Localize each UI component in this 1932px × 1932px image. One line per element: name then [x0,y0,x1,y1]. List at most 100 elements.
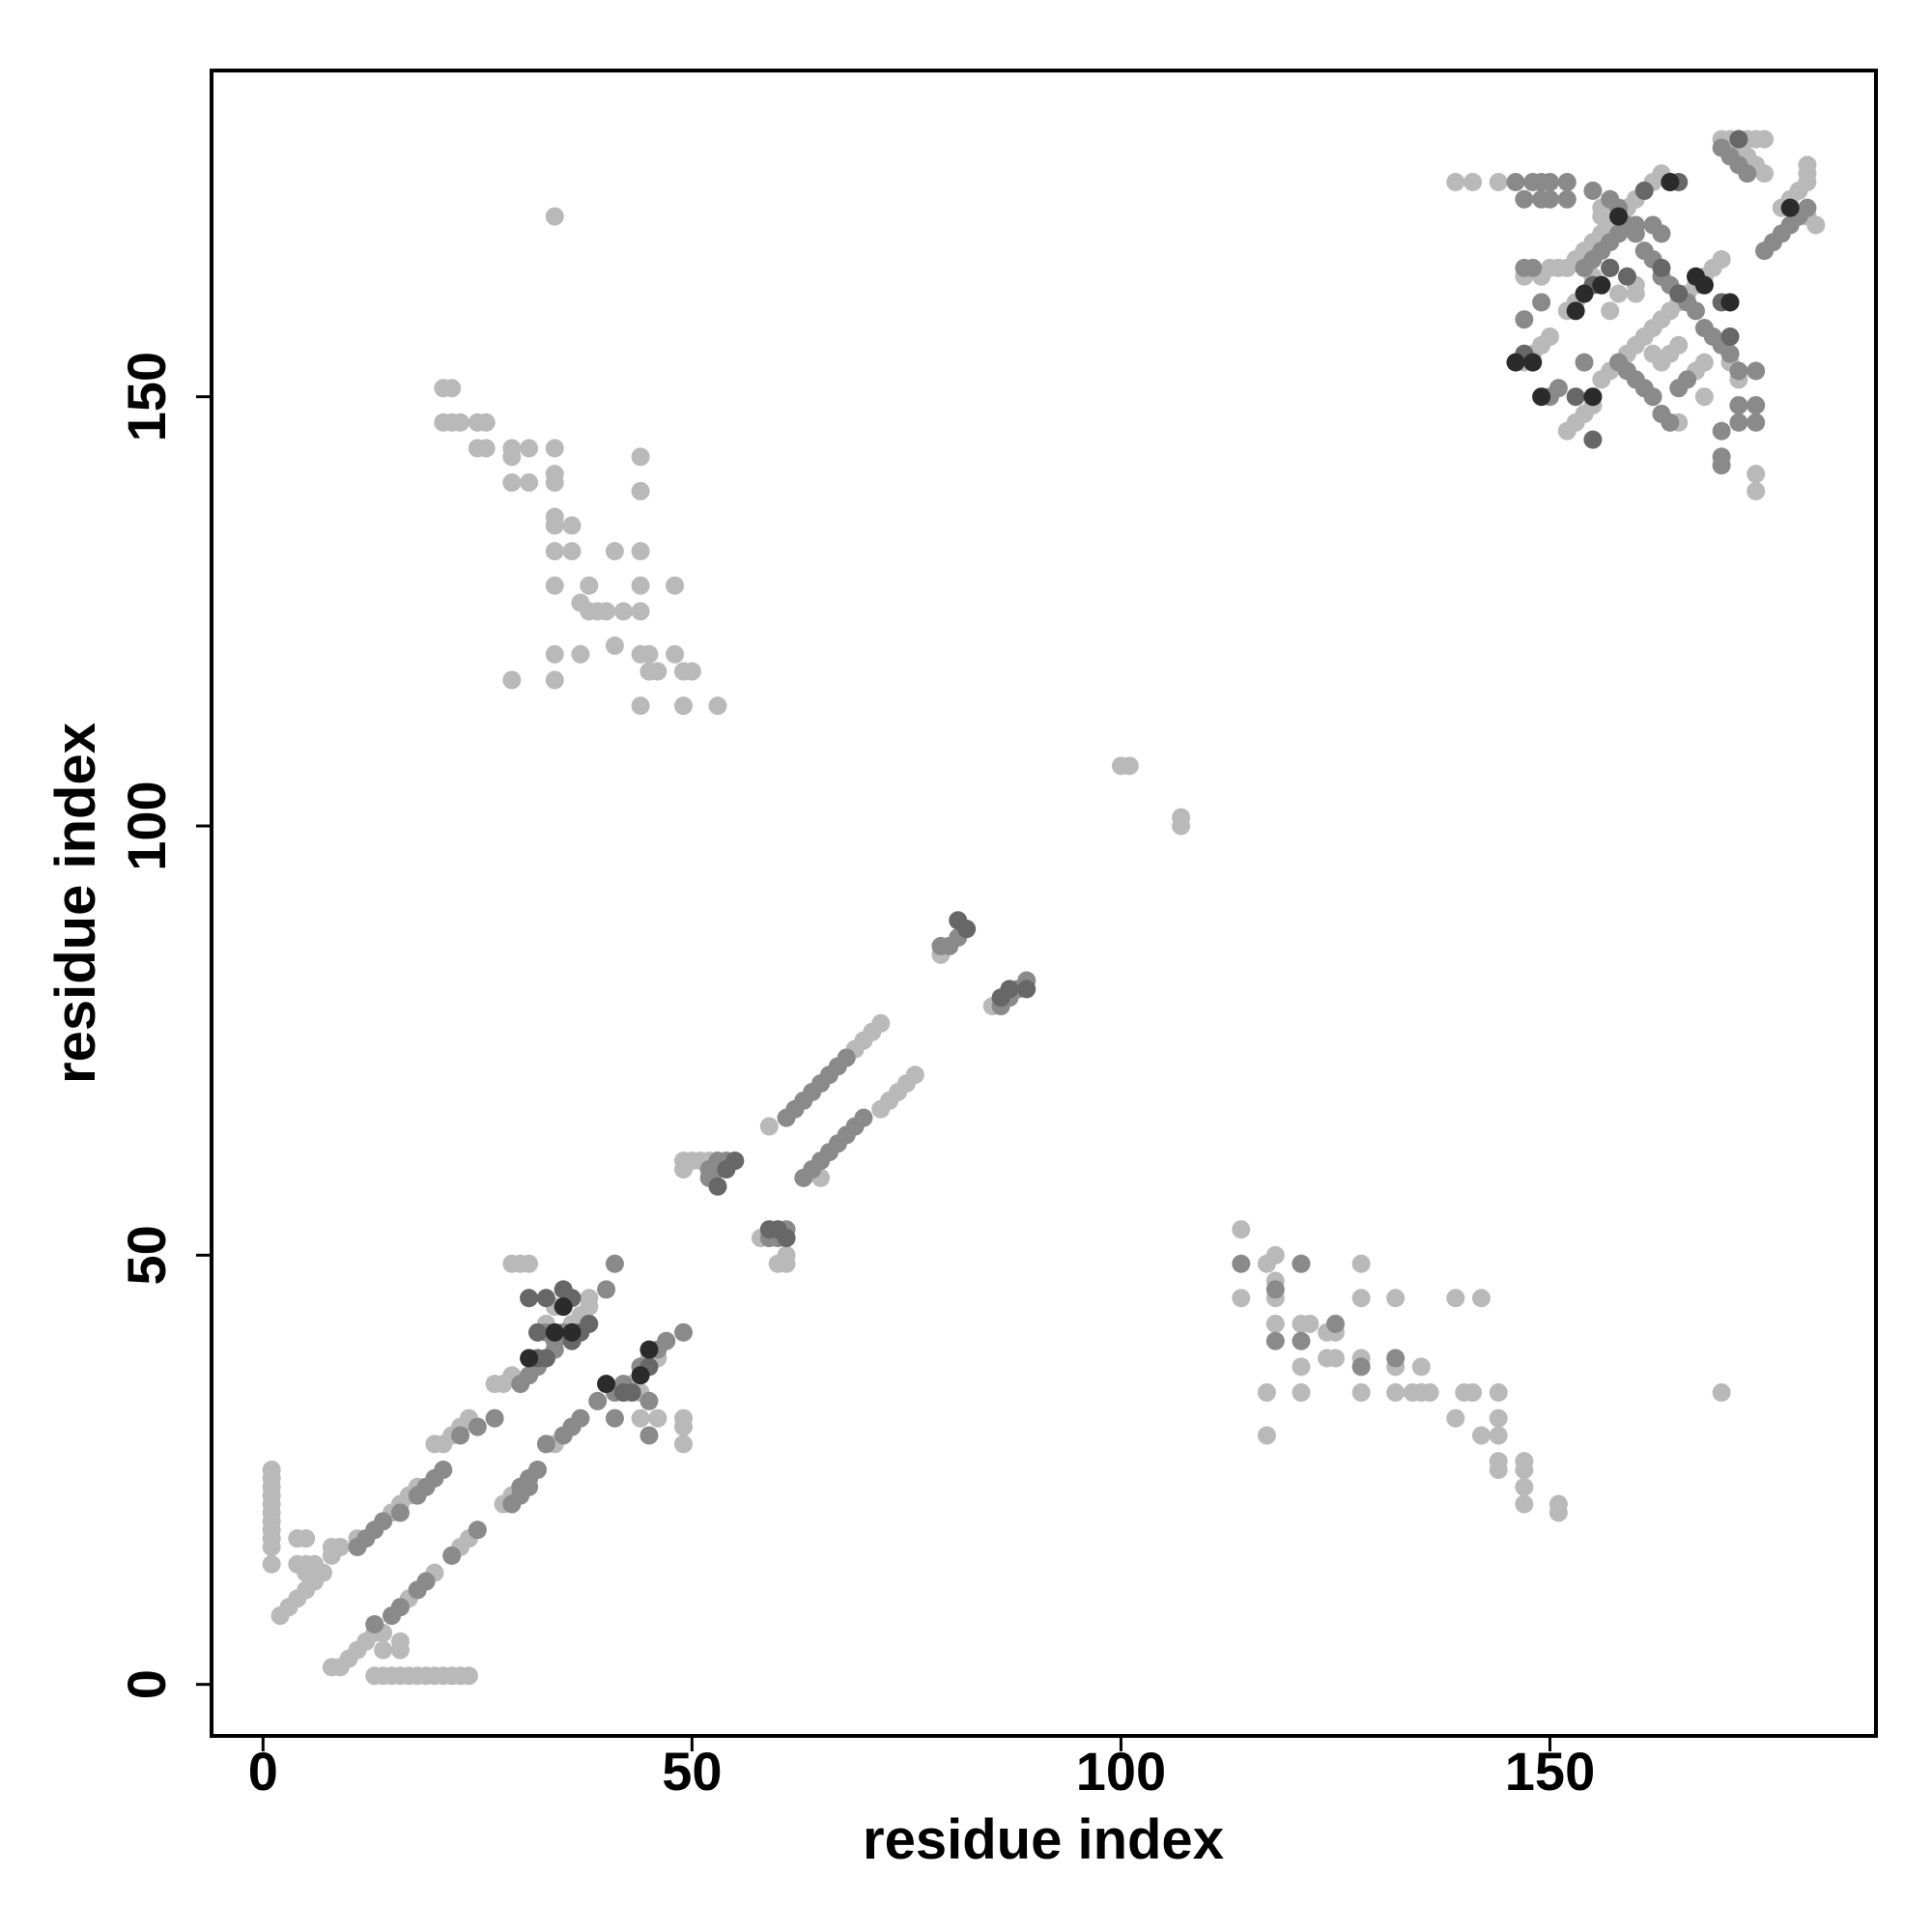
point [1265,1280,1285,1299]
point [1643,387,1662,407]
y-tick-label: 0 [116,1669,177,1699]
point [631,1408,650,1428]
x-tick-label: 100 [1076,1741,1166,1802]
point [1411,1357,1431,1377]
point [1489,1383,1508,1403]
point [1601,258,1620,277]
point [1232,1220,1251,1239]
point [905,1065,924,1085]
point [365,1614,384,1634]
point [708,696,727,716]
point [390,1503,410,1522]
point [648,662,668,681]
point [1583,387,1603,407]
point [1506,173,1525,192]
point [1420,1383,1439,1403]
point [1747,361,1766,381]
point [1712,1383,1731,1403]
point [1548,379,1568,398]
point [1557,189,1577,209]
point [434,1461,453,1480]
point [527,1322,547,1342]
point [1351,1383,1371,1403]
point [297,1529,316,1548]
point [451,1426,470,1445]
point [1661,173,1680,192]
point [262,1537,281,1556]
point [1729,396,1748,415]
point [597,602,616,621]
point [374,1512,393,1531]
point [1000,980,1019,999]
point [871,1013,891,1033]
point [545,473,564,493]
point [1265,1314,1285,1333]
point [554,1297,573,1317]
point [1386,1289,1406,1308]
point [485,1408,504,1428]
point [1694,387,1714,407]
point [1806,215,1826,235]
point [520,1289,539,1308]
point [476,412,496,432]
x-tick-label: 150 [1505,1741,1595,1802]
point [673,1322,693,1342]
point [673,1435,693,1454]
point [562,516,582,535]
point [631,481,650,500]
point [1541,173,1560,192]
point [759,1117,779,1136]
point [1351,1357,1371,1377]
point [708,1177,727,1196]
point [588,1391,608,1410]
point [520,1349,539,1368]
point [1471,1289,1491,1308]
point [1686,267,1705,286]
point [451,412,470,432]
point [520,1254,539,1273]
point [1515,310,1534,329]
point [854,1108,873,1127]
point [390,1598,410,1617]
point [1446,1289,1465,1308]
y-tick-label: 100 [116,781,177,870]
point [622,1383,641,1403]
point [639,1340,659,1359]
point [1678,370,1697,389]
point [1747,412,1766,432]
point [1729,129,1748,149]
point [562,1322,582,1342]
point [673,1417,693,1436]
point [1557,173,1577,192]
point [1017,980,1037,999]
point [725,1151,745,1171]
point [571,1408,590,1428]
point [1720,344,1740,363]
point [1712,250,1731,270]
point [468,1520,487,1540]
point [545,670,564,690]
point [459,1666,478,1686]
point [545,439,564,458]
point [673,696,693,716]
point [657,1331,676,1350]
point [1489,1426,1508,1445]
point [468,1417,487,1436]
point [1712,421,1731,440]
point [330,1537,350,1556]
point [545,207,564,226]
point [949,911,968,930]
point [1592,275,1611,295]
point [1720,293,1740,312]
point [1292,1254,1311,1273]
point [837,1048,856,1067]
point [1515,189,1534,209]
point [502,670,522,690]
point [442,1546,462,1565]
point [1747,481,1766,500]
point [631,542,650,561]
point [545,516,564,535]
point [1232,1289,1251,1308]
point [1712,447,1731,467]
